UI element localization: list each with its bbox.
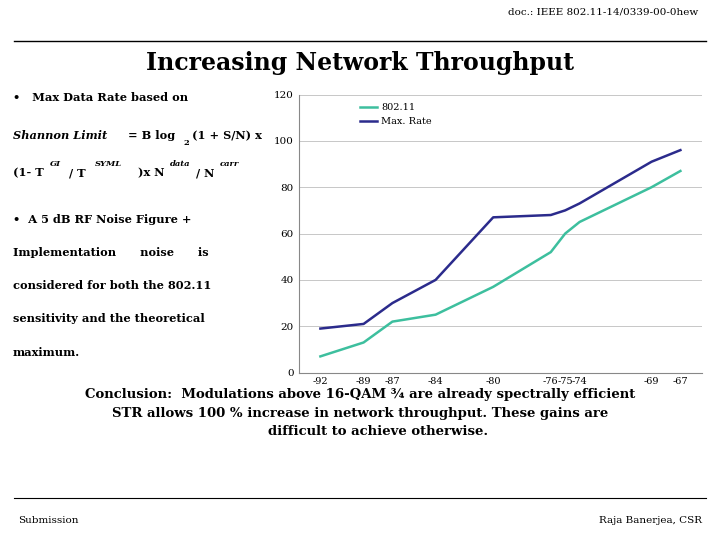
Text: )x N: )x N xyxy=(133,167,164,179)
Text: / T: / T xyxy=(65,167,86,179)
802.11 xyxy=(431,312,440,318)
Text: SYML: SYML xyxy=(95,160,122,168)
Text: Submission: Submission xyxy=(18,516,78,525)
802.11 xyxy=(561,230,570,237)
802.11 xyxy=(575,219,584,225)
802.11 xyxy=(388,319,397,325)
Text: •   Max Data Rate based on: • Max Data Rate based on xyxy=(13,92,188,103)
Line: Max. Rate: Max. Rate xyxy=(320,150,680,328)
802.11 xyxy=(546,249,555,255)
802.11 xyxy=(316,353,325,360)
802.11 xyxy=(359,339,368,346)
Text: (1- T: (1- T xyxy=(13,167,44,179)
Text: 2: 2 xyxy=(184,139,189,146)
Max. Rate xyxy=(388,300,397,306)
Text: Implementation      noise      is: Implementation noise is xyxy=(13,247,209,258)
Max. Rate xyxy=(489,214,498,220)
Text: = B log: = B log xyxy=(128,130,175,141)
Text: maximum.: maximum. xyxy=(13,347,80,357)
Text: carr: carr xyxy=(220,160,239,168)
Max. Rate xyxy=(316,325,325,332)
Line: 802.11: 802.11 xyxy=(320,171,680,356)
Max. Rate xyxy=(676,147,685,153)
Max. Rate xyxy=(561,207,570,214)
Text: doc.: IEEE 802.11-14/0339-00-0hew: doc.: IEEE 802.11-14/0339-00-0hew xyxy=(508,8,698,17)
Max. Rate xyxy=(546,212,555,218)
Max. Rate xyxy=(575,200,584,207)
Max. Rate xyxy=(647,158,656,165)
Text: Shannon Limit: Shannon Limit xyxy=(13,130,107,141)
Text: GI: GI xyxy=(50,160,61,168)
Text: Increasing Network Throughput: Increasing Network Throughput xyxy=(146,51,574,76)
Text: •  A 5 dB RF Noise Figure +: • A 5 dB RF Noise Figure + xyxy=(13,214,192,225)
Text: considered for both the 802.11: considered for both the 802.11 xyxy=(13,280,212,291)
Text: data: data xyxy=(170,160,190,168)
Legend: 802.11, Max. Rate: 802.11, Max. Rate xyxy=(356,99,436,130)
Text: Conclusion:  Modulations above 16-QAM ¾ are already spectrally efficient
STR all: Conclusion: Modulations above 16-QAM ¾ a… xyxy=(85,388,635,438)
Max. Rate xyxy=(359,321,368,327)
802.11 xyxy=(676,168,685,174)
802.11 xyxy=(647,184,656,191)
802.11 xyxy=(489,284,498,290)
Text: (1 + S/N) x: (1 + S/N) x xyxy=(192,130,261,141)
Text: / N: / N xyxy=(192,167,214,179)
Max. Rate xyxy=(431,276,440,283)
Text: Raja Banerjea, CSR: Raja Banerjea, CSR xyxy=(599,516,702,525)
Text: sensitivity and the theoretical: sensitivity and the theoretical xyxy=(13,313,204,325)
